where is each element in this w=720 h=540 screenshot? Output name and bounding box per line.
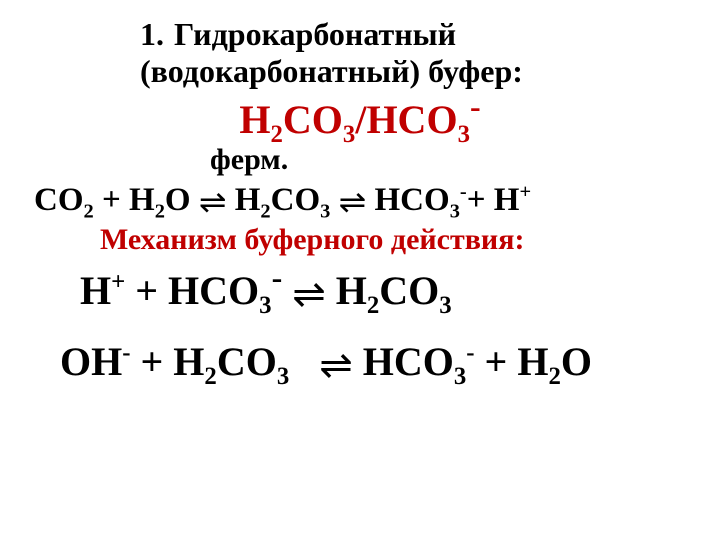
eq1-co-sub: 2 [84,201,94,223]
eq1-h2: H [227,182,261,218]
eq3-hco3: HCO [353,339,454,384]
eq2-co3-sub: 3 [439,292,451,319]
eq2-co3: CO [379,268,439,313]
eq2-hco: + HCO [125,268,259,313]
eq3-h: + H [131,339,205,384]
eq1-co3-sub: 3 [320,201,330,223]
eq2-h-sup: + [111,269,125,296]
list-number: 1. [140,16,164,53]
eq1-o: O [165,182,199,218]
buffer-left-h: H [239,97,270,142]
eq1-h-sub: 2 [155,201,165,223]
buffer-right-sub: 3 [458,121,470,148]
eq1-h: H [129,182,155,218]
arrow-bottom-icon: ↽ [319,345,353,392]
buffer-sep: / [355,97,366,142]
title-line-2: (водокарбонатный) буфер: [140,53,700,90]
title-row-1: 1. Гидрокарбонатный [140,16,700,53]
eq1-h-sup: + [519,181,531,203]
buffer-right-sup: - [470,88,481,124]
eq1-co3: CO [271,182,321,218]
buffer-left-co: CO [283,97,343,142]
ferm-label: ферм. [210,143,700,177]
mechanism-title: Механизм буферного действия: [100,223,700,257]
eq2-hco-sub: 3 [259,292,271,319]
equation-2: H+ + HCO3- ⇀↽ H2CO3 [80,267,700,314]
title-line-1: Гидрокарбонатный [174,16,456,53]
buffer-right: HCO [366,97,457,142]
arrow-bottom-icon: ↽ [292,274,326,321]
eq1-h2-sub: 2 [260,201,270,223]
eq3-co3-sub: 3 [277,363,289,390]
eq1-plus1: + [94,182,129,218]
eq2-sp [282,268,292,313]
eq1-plus-h: + H [467,182,520,218]
eq2-h2-sub: 2 [367,292,379,319]
eq1-hco3-sup: - [460,181,467,203]
eq3-arrow: ⇀↽ [319,338,353,385]
eq3-h2-sub: 2 [548,363,560,390]
eq3-sp [289,339,319,384]
buffer-left-tail-sub: 3 [343,121,355,148]
equation-3: OH- + H2CO3 ⇀↽ HCO3- + H2O [60,338,700,385]
arrow-bottom-icon: ↽ [199,185,227,225]
eq3-oh-sup: - [122,340,130,367]
eq1-arrow-2: ⇀↽ [339,179,367,219]
buffer-formula: H2CO3/HCO3- [20,96,700,143]
eq3-hco3-sup: - [466,340,474,367]
eq1-sp [330,182,338,218]
eq1-arrow-1: ⇀↽ [199,179,227,219]
eq1-hco3: HCO [366,182,449,218]
eq1-hco3-sub: 3 [450,201,460,223]
eq2-arrow: ⇀↽ [292,267,326,314]
arrow-bottom-icon: ↽ [339,185,367,225]
eq3-h2: + H [475,339,549,384]
slide: 1. Гидрокарбонатный (водокарбонатный) бу… [0,0,720,540]
eq2-h2: H [326,268,367,313]
eq3-o: O [561,339,592,384]
eq3-h-sub: 2 [204,363,216,390]
eq3-co3: CO [217,339,277,384]
eq1-co: CO [34,182,84,218]
eq2-hco-sup: - [272,259,283,295]
eq3-oh: OH [60,339,122,384]
eq2-h: H [80,268,111,313]
eq3-hco3-sub: 3 [454,363,466,390]
title-block: 1. Гидрокарбонатный (водокарбонатный) бу… [140,16,700,90]
equation-1: CO2 + H2O ⇀↽ H2CO3 ⇀↽ HCO3-+ H+ [34,179,700,219]
